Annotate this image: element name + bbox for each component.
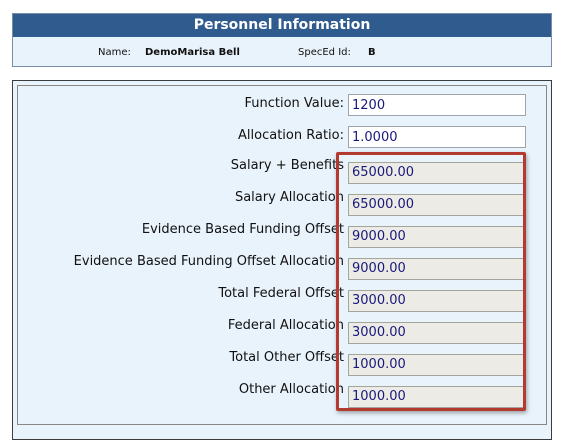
- personnel-info-row: Name: DemoMarisa Bell SpecEd Id: B: [13, 37, 551, 67]
- ebf-offset-row: Evidence Based Funding Offset 9000.00: [18, 222, 546, 248]
- total-federal-offset-row: Total Federal Offset 3000.00: [18, 286, 546, 312]
- salary-benefits-row: Salary + Benefits 65000.00: [18, 158, 546, 184]
- allocation-ratio-row: Allocation Ratio:: [18, 126, 546, 150]
- federal-allocation-row: Federal Allocation 3000.00: [18, 318, 546, 344]
- salary-allocation-field: 65000.00: [348, 194, 526, 216]
- ebf-offset-allocation-label: Evidence Based Funding Offset Allocation: [73, 254, 344, 269]
- allocation-ratio-input[interactable]: [348, 126, 526, 148]
- other-allocation-label: Other Allocation: [238, 382, 344, 397]
- name-label: Name:: [98, 47, 131, 58]
- speced-id-label: SpecEd Id:: [298, 47, 351, 58]
- panel-title: Personnel Information: [13, 14, 551, 37]
- total-other-offset-label: Total Other Offset: [229, 350, 344, 365]
- ebf-offset-allocation-field: 9000.00: [348, 258, 526, 280]
- ebf-offset-label: Evidence Based Funding Offset: [141, 222, 344, 237]
- function-value-label: Function Value:: [244, 96, 344, 111]
- total-federal-offset-field: 3000.00: [348, 290, 526, 312]
- ebf-offset-allocation-row: Evidence Based Funding Offset Allocation…: [18, 254, 546, 280]
- speced-id-value: B: [368, 47, 376, 58]
- allocation-panel: Function Value: Allocation Ratio: Salary…: [12, 80, 552, 440]
- total-other-offset-field: 1000.00: [348, 354, 526, 376]
- allocation-ratio-label: Allocation Ratio:: [238, 128, 344, 143]
- total-federal-offset-label: Total Federal Offset: [218, 286, 344, 301]
- name-value: DemoMarisa Bell: [145, 47, 240, 58]
- federal-allocation-field: 3000.00: [348, 322, 526, 344]
- federal-allocation-label: Federal Allocation: [227, 318, 344, 333]
- other-allocation-row: Other Allocation 1000.00: [18, 382, 546, 408]
- function-value-input[interactable]: [348, 94, 526, 116]
- salary-benefits-label: Salary + Benefits: [230, 158, 344, 173]
- other-allocation-field: 1000.00: [348, 386, 526, 408]
- salary-allocation-row: Salary Allocation 65000.00: [18, 190, 546, 216]
- salary-benefits-field: 65000.00: [348, 162, 526, 184]
- ebf-offset-field: 9000.00: [348, 226, 526, 248]
- function-value-row: Function Value:: [18, 94, 546, 118]
- salary-allocation-label: Salary Allocation: [234, 190, 344, 205]
- total-other-offset-row: Total Other Offset 1000.00: [18, 350, 546, 376]
- personnel-info-panel: Personnel Information Name: DemoMarisa B…: [12, 13, 552, 67]
- allocation-form: Function Value: Allocation Ratio: Salary…: [17, 85, 547, 425]
